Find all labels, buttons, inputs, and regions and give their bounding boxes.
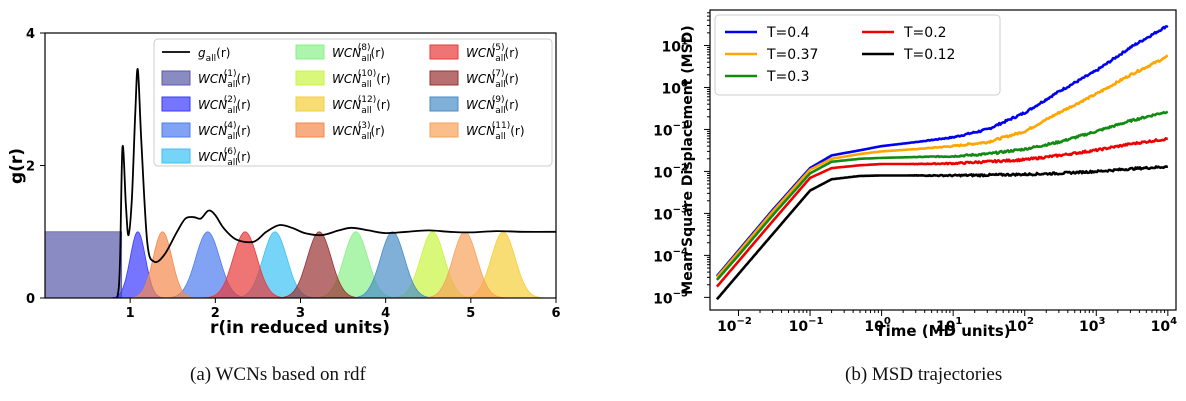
legend-box-b xyxy=(714,14,1001,96)
legend-swatch-a xyxy=(295,44,325,60)
legend-label-a: WCNall(12)(r) xyxy=(332,95,391,116)
msd-line-2 xyxy=(715,54,1169,279)
legend-label-b: T=0.3 xyxy=(766,69,810,85)
x-tick-label-b: 103 xyxy=(1079,316,1105,335)
legend-b: T=0.4 T=0.37 T=0.3 T=0.2 T=0.12 xyxy=(714,14,1001,96)
x-tick-label-b: 101 xyxy=(936,316,962,335)
wcn-area-10 xyxy=(271,231,367,298)
x-axis-label-b: Time (MD units) xyxy=(875,322,1010,340)
axis-ticks-a: 1 2 3 4 5 6 0 2 4 xyxy=(26,27,561,321)
legend-swatch-a xyxy=(429,122,459,138)
legend-label-a: WCNall(8)(r) xyxy=(332,43,385,64)
x-tick-label-b: 10−1 xyxy=(789,316,824,335)
caption-a: (a) WCNs based on rdf xyxy=(190,364,366,385)
legend-swatch-a xyxy=(429,44,459,60)
legend-swatch-a xyxy=(295,96,325,112)
rdf-curve xyxy=(112,68,556,298)
y-tick-label-b: 10−2 xyxy=(653,162,688,181)
legend-swatch-a xyxy=(429,70,459,86)
wcn-area-1 xyxy=(45,231,123,298)
legend-label-a: WCNall(7)(r) xyxy=(466,69,519,90)
legend-label-b: T=0.37 xyxy=(766,47,818,63)
msd-line-3 xyxy=(715,110,1169,281)
legend-label-a: WCNall(11)(r) xyxy=(466,121,525,142)
msd-chart: 10−2 10−1 100 101 102 103 104 10−5 10−4 10−3 10−2 1… xyxy=(653,9,1177,340)
msd-line-5 xyxy=(715,165,1169,301)
msd-line-4 xyxy=(715,137,1169,288)
x-tick-label-a: 6 xyxy=(551,306,560,321)
legend-label-a: WCNall(5)(r) xyxy=(466,43,519,64)
y-tick-label-b: 10−1 xyxy=(653,120,688,139)
x-tick-label-b: 10−2 xyxy=(717,316,752,335)
x-tick-label-a: 5 xyxy=(466,306,475,321)
legend-swatch-a xyxy=(429,96,459,112)
legend-label-b: T=0.4 xyxy=(766,25,810,41)
legend-label-a: WCNall(3)(r) xyxy=(332,121,385,142)
y-tick-label-b: 10−4 xyxy=(653,246,688,265)
legend-label-a: WCNall(9)(r) xyxy=(466,95,519,116)
x-tick-label-a: 1 xyxy=(126,306,135,321)
y-tick-label-b: 10−3 xyxy=(653,204,688,223)
y-tick-label-b: 10−5 xyxy=(653,288,688,307)
wcn-series-fills xyxy=(45,231,551,298)
legend-label-a: WCNall(10)(r) xyxy=(332,69,391,90)
legend-label-a: WCNall(4)(r) xyxy=(198,121,251,142)
y-tick-label-a: 4 xyxy=(26,27,35,42)
legend-swatch-a xyxy=(295,122,325,138)
legend-label-b: T=0.2 xyxy=(903,25,947,41)
wcn-area-8 xyxy=(125,231,200,298)
y-tick-label-b: 100 xyxy=(662,78,688,97)
y-axis-label-a: g(r) xyxy=(7,148,27,184)
legend-swatch-a xyxy=(161,122,191,138)
legend-swatch-a xyxy=(161,148,191,164)
legend-swatch-a xyxy=(161,70,191,86)
wcn-rdf-chart: 1 2 3 4 5 6 0 2 4 r(in reduced units) g(r) gall(… xyxy=(7,27,561,338)
legend-a: gall(r) WCNall(1)(r) WCNall(2)(r) WCNall(4)… xyxy=(153,38,553,168)
x-tick-label-a: 3 xyxy=(296,306,305,321)
wcn-area-11 xyxy=(344,231,441,298)
y-tick-label-a: 2 xyxy=(26,160,35,175)
y-tick-label-b: 101 xyxy=(662,36,688,55)
legend-swatch-a xyxy=(161,96,191,112)
x-tick-label-b: 100 xyxy=(864,316,890,335)
msd-lines-layer xyxy=(715,24,1169,301)
legend-label-a: WCNall(2)(r) xyxy=(198,95,251,116)
y-tick-label-a: 0 xyxy=(26,292,35,307)
x-axis-label-a: r(in reduced units) xyxy=(210,318,390,338)
legend-label-a: gall(r) xyxy=(198,46,230,64)
rdf-curve-layer xyxy=(112,68,556,298)
x-tick-label-b: 102 xyxy=(1007,316,1033,335)
legend-label-a: WCNall(1)(r) xyxy=(198,69,251,90)
x-tick-label-b: 104 xyxy=(1151,316,1177,335)
plot-frame-b xyxy=(709,9,1177,311)
y-axis-label-b: Mean Square Displacement (MSD) xyxy=(680,25,696,294)
x-tick-label-a: 2 xyxy=(211,306,220,321)
legend-label-a: WCNall(6)(r) xyxy=(198,147,251,168)
wcn-area-9 xyxy=(197,231,293,298)
legend-swatch-a xyxy=(295,70,325,86)
caption-b: (b) MSD trajectories xyxy=(845,364,1003,385)
x-tick-label-a: 4 xyxy=(381,306,390,321)
axis-ticks-b: 10−2 10−1 100 101 102 103 104 10−5 10−4 10−3 10−2 1… xyxy=(653,12,1177,335)
legend-label-b: T=0.12 xyxy=(903,47,955,63)
